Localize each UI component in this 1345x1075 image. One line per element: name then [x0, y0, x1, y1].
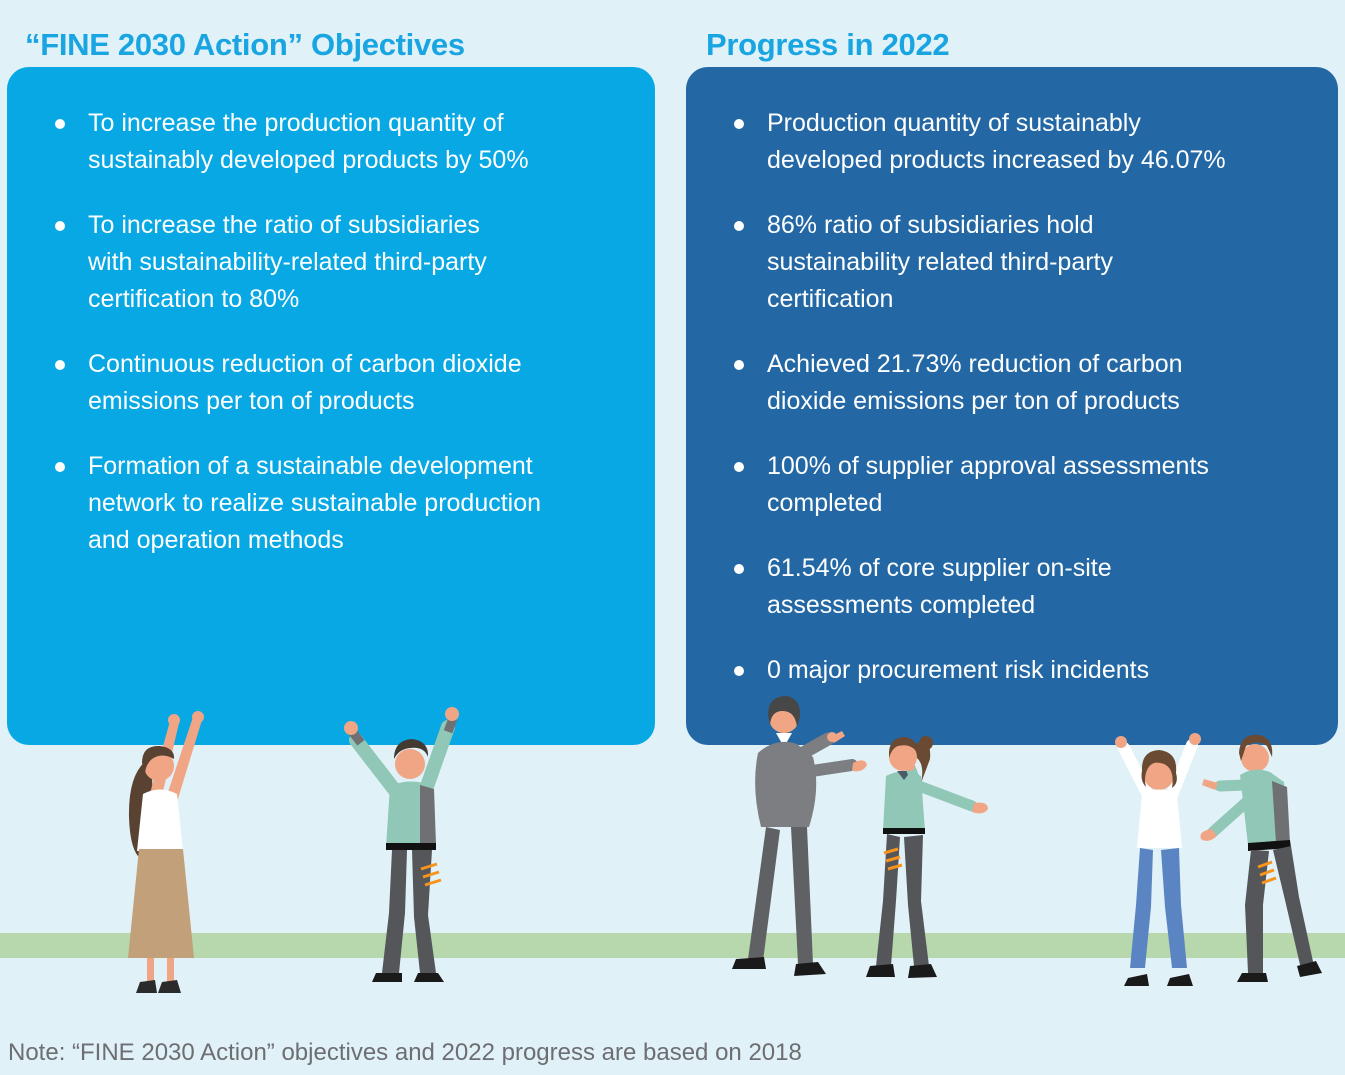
person-woman-gesturing [866, 736, 988, 978]
bullet-icon [55, 462, 65, 472]
progress-text: 86% ratio of subsidiaries hold sustainab… [767, 211, 1113, 313]
person-man-cheering [344, 707, 459, 982]
bullet-icon [734, 221, 744, 231]
bullet-icon [734, 360, 744, 370]
person-woman-raising-arms-right [1115, 733, 1201, 986]
progress-text: 61.54% of core supplier on-site assessme… [767, 554, 1112, 619]
objective-text: To increase the production quantity of s… [88, 109, 529, 174]
progress-text: Production quantity of sustainably devel… [767, 109, 1226, 174]
list-item: 100% of supplier approval assessments co… [734, 448, 1304, 522]
progress-panel: Production quantity of sustainably devel… [686, 67, 1338, 745]
list-item: Continuous reduction of carbon dioxide e… [55, 346, 621, 420]
bullet-icon [734, 564, 744, 574]
list-item: Formation of a sustainable development n… [55, 448, 621, 559]
objective-text: Continuous reduction of carbon dioxide e… [88, 350, 522, 415]
list-item: 61.54% of core supplier on-site assessme… [734, 550, 1304, 624]
progress-heading: Progress in 2022 [706, 26, 950, 62]
list-item: Achieved 21.73% reduction of carbon diox… [734, 346, 1304, 420]
bullet-icon [734, 666, 744, 676]
progress-text: Achieved 21.73% reduction of carbon diox… [767, 350, 1183, 415]
objective-text: To increase the ratio of subsidiaries wi… [88, 211, 487, 313]
objectives-heading: “FINE 2030 Action” Objectives [25, 26, 465, 62]
progress-text: 100% of supplier approval assessments co… [767, 452, 1209, 517]
list-item: 86% ratio of subsidiaries hold sustainab… [734, 207, 1304, 318]
person-man-pointing-suit [732, 696, 867, 976]
bullet-icon [55, 360, 65, 370]
people-illustration [128, 696, 1322, 993]
progress-text: 0 major procurement risk incidents [767, 656, 1150, 684]
bullet-icon [55, 221, 65, 231]
bullet-icon [55, 119, 65, 129]
bullet-icon [734, 119, 744, 129]
person-woman-raising-arms-left [128, 711, 204, 993]
progress-list: Production quantity of sustainably devel… [734, 105, 1304, 689]
list-item: Production quantity of sustainably devel… [734, 105, 1304, 179]
list-item: To increase the production quantity of s… [55, 105, 621, 179]
bullet-icon [734, 462, 744, 472]
objectives-list: To increase the production quantity of s… [55, 105, 621, 559]
footnote: Note: “FINE 2030 Action” objectives and … [8, 1039, 802, 1066]
person-man-gesturing [1200, 734, 1322, 982]
ground-band [0, 933, 1345, 958]
list-item: 0 major procurement risk incidents [734, 652, 1304, 689]
list-item: To increase the ratio of subsidiaries wi… [55, 207, 621, 318]
objective-text: Formation of a sustainable development n… [88, 452, 542, 554]
objectives-panel: To increase the production quantity of s… [7, 67, 655, 745]
